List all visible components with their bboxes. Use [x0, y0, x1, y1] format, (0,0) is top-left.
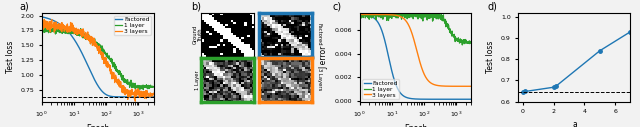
Factored	[58, 25, 65, 26]
Factored	[135, 96, 143, 98]
Legend: Factored, 1 layer, 3 layers: Factored, 1 layer, 3 layers	[114, 16, 150, 35]
Legend: Factored, 1 layer, 3 layers: Factored, 1 layer, 3 layers	[362, 79, 399, 99]
X-axis label: a: a	[572, 120, 577, 127]
1 layer	[362, 9, 369, 10]
Text: d): d)	[487, 1, 497, 11]
Text: b): b)	[191, 1, 202, 11]
3 layers	[67, 22, 74, 23]
Y-axis label: 3 Layers: 3 Layers	[317, 68, 322, 91]
Factored	[150, 96, 157, 98]
Factored	[113, 96, 120, 98]
Factored	[38, 16, 45, 18]
Text: c): c)	[333, 1, 342, 11]
Factored	[356, 14, 364, 15]
3 layers	[468, 85, 476, 87]
1 layer	[458, 44, 466, 46]
Factored	[440, 98, 447, 100]
Factored	[468, 98, 476, 100]
Factored	[104, 95, 111, 96]
1 layer	[140, 89, 147, 90]
X-axis label: Epoch: Epoch	[86, 124, 109, 127]
Y-axis label: J error: J error	[320, 45, 329, 69]
3 layers	[422, 76, 429, 77]
Factored	[376, 24, 383, 25]
3 layers	[58, 22, 65, 23]
3 layers	[150, 93, 157, 94]
3 layers	[38, 22, 45, 24]
Factored	[122, 96, 130, 98]
3 layers	[104, 65, 111, 66]
Line: 1 layer: 1 layer	[42, 27, 154, 90]
Factored	[385, 55, 392, 56]
Y-axis label: Test loss: Test loss	[6, 41, 15, 73]
1 layer	[406, 15, 414, 16]
3 layers	[356, 14, 364, 15]
X-axis label: Epoch: Epoch	[404, 124, 427, 127]
1 layer	[122, 82, 130, 83]
3 layers	[385, 14, 392, 15]
Y-axis label: Test loss: Test loss	[486, 41, 495, 73]
3 layers	[88, 45, 96, 46]
3 layers	[406, 28, 414, 29]
1 layer	[422, 15, 429, 16]
Line: Factored: Factored	[42, 17, 154, 97]
Line: Factored: Factored	[360, 15, 472, 99]
Factored	[431, 98, 438, 100]
3 layers	[440, 85, 447, 87]
3 layers	[376, 14, 383, 15]
3 layers	[131, 100, 139, 102]
1 layer	[431, 12, 438, 13]
1 layer	[104, 55, 111, 57]
Line: 3 layers: 3 layers	[42, 19, 154, 101]
3 layers	[40, 19, 48, 20]
1 layer	[440, 19, 448, 21]
Factored	[67, 33, 74, 35]
3 layers	[122, 90, 130, 91]
Text: a): a)	[19, 1, 29, 11]
Y-axis label: Factored: Factored	[317, 23, 322, 46]
1 layer	[468, 41, 476, 43]
1 layer	[356, 14, 364, 15]
Line: 3 layers: 3 layers	[360, 14, 472, 86]
Factored	[88, 74, 96, 76]
1 layer	[38, 28, 45, 30]
Factored	[406, 98, 414, 99]
3 layers	[431, 84, 438, 85]
1 layer	[150, 86, 157, 87]
3 layers	[113, 78, 120, 80]
Line: 1 layer: 1 layer	[360, 10, 472, 45]
Y-axis label: Ground
Truth: Ground Truth	[193, 25, 203, 44]
1 layer	[88, 38, 96, 39]
Y-axis label: 1 Layer: 1 Layer	[195, 70, 200, 90]
1 layer	[67, 32, 74, 34]
1 layer	[113, 69, 120, 71]
1 layer	[376, 14, 383, 16]
Factored	[422, 98, 429, 100]
1 layer	[44, 26, 51, 28]
1 layer	[385, 20, 392, 21]
1 layer	[58, 30, 65, 31]
